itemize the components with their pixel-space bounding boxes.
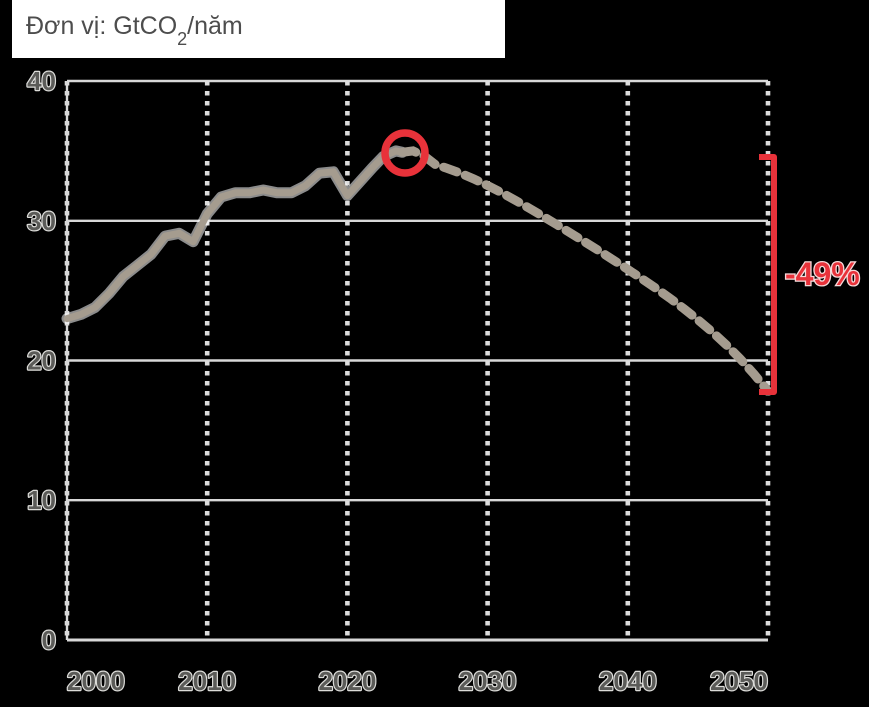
svg-text:2010: 2010 <box>178 666 236 696</box>
svg-text:20: 20 <box>27 346 56 376</box>
svg-text:30: 30 <box>27 206 56 236</box>
svg-text:10: 10 <box>27 485 56 515</box>
svg-text:2030: 2030 <box>459 666 517 696</box>
svg-text:2050: 2050 <box>710 666 768 696</box>
svg-text:2020: 2020 <box>318 666 376 696</box>
svg-text:40: 40 <box>27 66 56 96</box>
svg-text:2040: 2040 <box>599 666 657 696</box>
svg-text:-49%: -49% <box>785 256 860 292</box>
svg-text:2000: 2000 <box>67 666 125 696</box>
svg-text:0: 0 <box>42 625 56 655</box>
